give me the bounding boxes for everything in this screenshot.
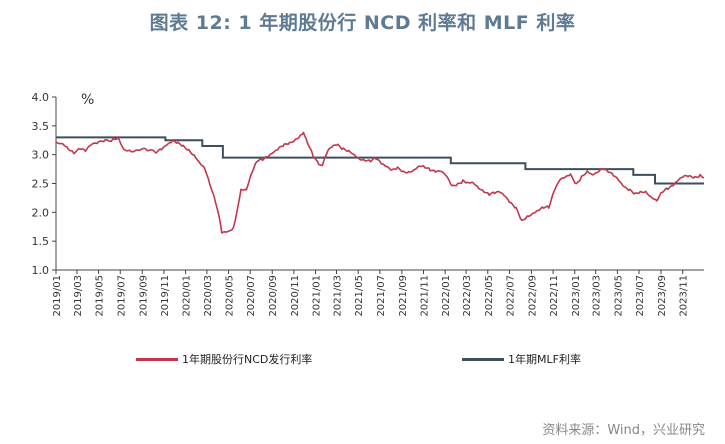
x-tick-label: 2023/09 — [657, 275, 668, 317]
legend-item-ncd: 1年期股份行NCD发行利率 — [136, 352, 312, 366]
legend-label-ncd: 1年期股份行NCD发行利率 — [182, 353, 313, 366]
x-tick-label: 2020/09 — [268, 275, 279, 317]
chart-title: 图表 12: 1 年期股份行 NCD 利率和 MLF 利率 — [149, 12, 576, 34]
y-tick-label: 2.5 — [32, 178, 50, 191]
x-tick-label: 2023/11 — [679, 275, 690, 317]
x-tick-label: 2022/03 — [462, 275, 473, 317]
x-tick-label: 2019/11 — [160, 275, 171, 317]
x-tick-label: 2022/05 — [484, 275, 495, 317]
x-tick-label: 2021/11 — [419, 275, 430, 317]
x-tick-label: 2020/07 — [246, 275, 257, 317]
y-tick-label: 4.0 — [32, 91, 50, 104]
series-line-mlf — [56, 136, 704, 185]
legend-swatch-ncd — [136, 357, 178, 361]
x-tick-label: 2023/07 — [635, 275, 646, 317]
x-tick-label: 2019/01 — [52, 275, 63, 317]
axes: 1.0 1.5 2.0 2.5 3.0 3.5 4.0 2019/01 2019/03 2019/… — [32, 91, 704, 317]
y-tick-label: 3.0 — [32, 149, 50, 162]
x-tick-label: 2019/03 — [73, 275, 84, 317]
legend-swatch-mlf — [462, 357, 504, 361]
y-tick-label: 1.5 — [32, 235, 50, 248]
x-tick-label: 2021/01 — [312, 275, 323, 317]
x-tick-label: 2022/11 — [549, 275, 560, 317]
y-tick-label: 2.0 — [32, 206, 50, 219]
x-tick-label: 2020/03 — [203, 275, 214, 317]
x-tick-label: 2020/05 — [225, 275, 236, 317]
legend-item-mlf: 1年期MLF利率 — [462, 352, 581, 366]
x-tick-label: 2022/09 — [527, 275, 538, 317]
legend-label-mlf: 1年期MLF利率 — [508, 353, 581, 366]
x-tick-label: 2021/07 — [376, 275, 387, 317]
series-layer — [55, 131, 705, 234]
x-tick-label: 2019/07 — [116, 275, 127, 317]
x-tick-label: 2023/05 — [613, 275, 624, 317]
y-tick-label: 1.0 — [32, 264, 50, 277]
x-tick-label: 2021/09 — [398, 275, 409, 317]
y-tick-label: 3.5 — [32, 120, 50, 133]
x-tick-label: 2020/11 — [290, 275, 301, 317]
x-tick-label: 2019/09 — [138, 275, 149, 317]
x-tick-label: 2022/07 — [505, 275, 516, 317]
unit-label: % — [81, 92, 95, 108]
x-tick-label: 2020/01 — [182, 275, 193, 317]
source-note: 资料来源：Wind，兴业研究 — [542, 423, 705, 438]
x-tick-label: 2023/01 — [571, 275, 582, 317]
x-tick-label: 2022/01 — [441, 275, 452, 317]
x-tick-label: 2021/03 — [333, 275, 344, 317]
x-tick-label: 2021/05 — [354, 275, 365, 317]
x-tick-label: 2023/03 — [592, 275, 603, 317]
series-line-ncd — [55, 131, 705, 234]
x-tick-label: 2019/05 — [95, 275, 106, 317]
